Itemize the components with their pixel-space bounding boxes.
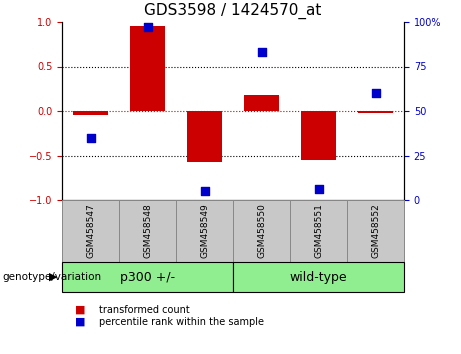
- Text: p300 +/-: p300 +/-: [120, 270, 175, 284]
- Title: GDS3598 / 1424570_at: GDS3598 / 1424570_at: [144, 3, 322, 19]
- Bar: [73, 111, 107, 115]
- Point: [315, 187, 322, 192]
- Text: GSM458550: GSM458550: [257, 204, 266, 258]
- Bar: [119, 200, 176, 262]
- Bar: [358, 111, 393, 113]
- Point: [372, 90, 379, 96]
- Text: wild-type: wild-type: [290, 270, 347, 284]
- Bar: [347, 200, 404, 262]
- Text: GSM458552: GSM458552: [371, 204, 380, 258]
- Bar: [233, 200, 290, 262]
- Point: [144, 24, 151, 30]
- Text: GSM458549: GSM458549: [200, 204, 209, 258]
- Text: ▶: ▶: [48, 272, 57, 282]
- Text: transformed count: transformed count: [99, 305, 189, 315]
- Bar: [62, 200, 119, 262]
- Text: percentile rank within the sample: percentile rank within the sample: [99, 317, 264, 327]
- Text: GSM458551: GSM458551: [314, 204, 323, 258]
- Bar: [233, 262, 404, 292]
- Bar: [130, 27, 165, 111]
- Bar: [188, 111, 222, 162]
- Bar: [290, 200, 347, 262]
- Point: [258, 50, 265, 55]
- Text: ■: ■: [75, 305, 86, 315]
- Bar: [62, 262, 233, 292]
- Text: ■: ■: [75, 317, 86, 327]
- Bar: [176, 200, 233, 262]
- Bar: [301, 111, 336, 160]
- Text: GSM458547: GSM458547: [86, 204, 95, 258]
- Point: [201, 188, 208, 194]
- Bar: [244, 95, 278, 111]
- Text: GSM458548: GSM458548: [143, 204, 152, 258]
- Point: [87, 135, 94, 141]
- Text: genotype/variation: genotype/variation: [2, 272, 101, 282]
